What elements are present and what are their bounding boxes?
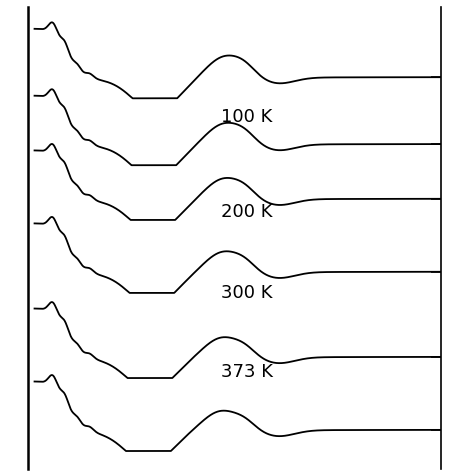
- Text: 300 K: 300 K: [221, 284, 273, 302]
- Text: 373 K: 373 K: [221, 363, 273, 381]
- Text: 200 K: 200 K: [221, 203, 273, 221]
- Text: 100 K: 100 K: [221, 108, 273, 126]
